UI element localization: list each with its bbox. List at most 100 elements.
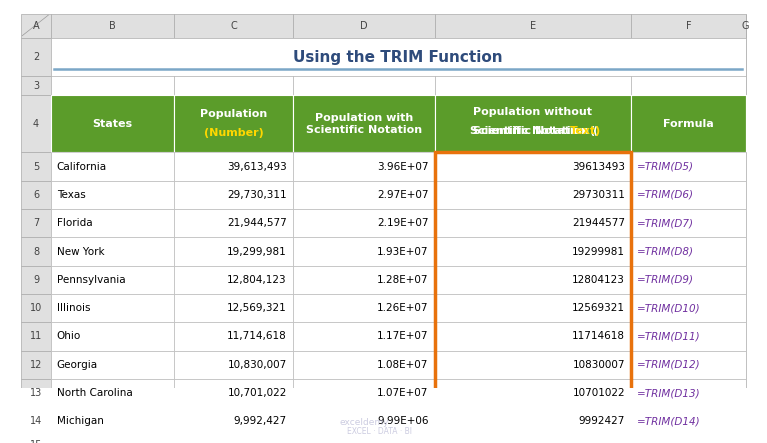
Text: Pennsylvania: Pennsylvania: [57, 275, 125, 285]
Text: 10: 10: [30, 303, 42, 313]
Bar: [174, 209, 293, 237]
Text: Illinois: Illinois: [57, 303, 91, 313]
Text: 9,992,427: 9,992,427: [234, 416, 287, 427]
Bar: [51, 294, 174, 323]
Text: 14: 14: [30, 416, 42, 427]
Bar: [174, 152, 293, 181]
Bar: [21, 152, 51, 181]
Text: 29730311: 29730311: [572, 190, 625, 200]
Text: 6: 6: [33, 190, 39, 200]
Text: 10,830,007: 10,830,007: [228, 360, 287, 370]
Text: 1.07E+07: 1.07E+07: [377, 388, 429, 398]
Bar: [293, 266, 435, 294]
Text: Using the TRIM Function: Using the TRIM Function: [293, 50, 503, 65]
Text: 19299981: 19299981: [572, 246, 625, 256]
Bar: [21, 323, 51, 350]
Text: States: States: [92, 119, 133, 129]
Text: =TRIM(D8): =TRIM(D8): [637, 246, 694, 256]
Bar: [631, 237, 746, 266]
Text: =TRIM(D14): =TRIM(D14): [637, 416, 701, 427]
Bar: [631, 379, 746, 407]
Bar: [631, 152, 746, 181]
Bar: [435, 435, 631, 443]
Text: 2.19E+07: 2.19E+07: [377, 218, 429, 228]
Text: 7: 7: [33, 218, 39, 228]
Bar: [293, 350, 435, 379]
Text: 5: 5: [33, 162, 39, 171]
Bar: [435, 407, 631, 435]
Bar: [51, 237, 174, 266]
Bar: [631, 407, 746, 435]
Bar: [51, 407, 174, 435]
Text: 9: 9: [33, 275, 39, 285]
Text: 11714618: 11714618: [572, 331, 625, 342]
Bar: [174, 181, 293, 209]
Bar: [435, 14, 631, 38]
Bar: [631, 350, 746, 379]
Text: G: G: [742, 20, 749, 31]
Bar: [631, 294, 746, 323]
Text: =TRIM(D7): =TRIM(D7): [637, 218, 694, 228]
Bar: [174, 407, 293, 435]
Text: 10701022: 10701022: [572, 388, 625, 398]
Bar: [51, 76, 174, 95]
Text: 21944577: 21944577: [572, 218, 625, 228]
Text: 21,944,577: 21,944,577: [227, 218, 287, 228]
Text: 12: 12: [30, 360, 42, 370]
Bar: [293, 323, 435, 350]
Text: Formula: Formula: [663, 119, 714, 129]
Text: 10830007: 10830007: [573, 360, 625, 370]
Bar: [435, 152, 631, 181]
Text: Population without: Population without: [473, 107, 592, 117]
Text: 19,299,981: 19,299,981: [227, 246, 287, 256]
Bar: [174, 266, 293, 294]
Bar: [51, 266, 174, 294]
Text: F: F: [686, 20, 691, 31]
Bar: [174, 237, 293, 266]
Text: Michigan: Michigan: [57, 416, 104, 427]
Text: Ohio: Ohio: [57, 331, 81, 342]
Bar: [51, 350, 174, 379]
Text: 4: 4: [33, 119, 39, 129]
Bar: [21, 95, 51, 152]
Text: 39613493: 39613493: [572, 162, 625, 171]
Text: 29,730,311: 29,730,311: [227, 190, 287, 200]
Bar: [51, 209, 174, 237]
Bar: [21, 294, 51, 323]
Bar: [21, 237, 51, 266]
Text: 1.93E+07: 1.93E+07: [377, 246, 429, 256]
Text: =TRIM(D12): =TRIM(D12): [637, 360, 701, 370]
Bar: [435, 76, 631, 95]
Bar: [21, 266, 51, 294]
Bar: [631, 76, 746, 95]
Bar: [21, 435, 51, 443]
Bar: [631, 323, 746, 350]
Bar: [293, 209, 435, 237]
Text: exceldemy: exceldemy: [339, 418, 389, 427]
Text: =TRIM(D6): =TRIM(D6): [637, 190, 694, 200]
Bar: [21, 14, 51, 38]
Bar: [435, 379, 631, 407]
Bar: [174, 435, 293, 443]
Text: Scientific Notation (: Scientific Notation (: [473, 126, 598, 136]
Bar: [435, 266, 631, 294]
Text: A: A: [33, 20, 39, 31]
Bar: [631, 181, 746, 209]
Text: =TRIM(D9): =TRIM(D9): [637, 275, 694, 285]
Text: C: C: [230, 20, 237, 31]
Bar: [293, 294, 435, 323]
Bar: [435, 181, 631, 209]
Text: Population: Population: [200, 109, 267, 119]
Bar: [51, 95, 174, 152]
Text: 3: 3: [33, 81, 39, 91]
Bar: [631, 95, 746, 152]
Text: 13: 13: [30, 388, 42, 398]
Bar: [174, 323, 293, 350]
Bar: [51, 14, 174, 38]
Text: Scientific Notation (: Scientific Notation (: [470, 126, 595, 136]
Text: Scientific Notation (Text): Scientific Notation (Text): [455, 126, 611, 136]
Text: 1.28E+07: 1.28E+07: [377, 275, 429, 285]
Bar: [631, 266, 746, 294]
Text: 1.17E+07: 1.17E+07: [377, 331, 429, 342]
Bar: [293, 14, 435, 38]
